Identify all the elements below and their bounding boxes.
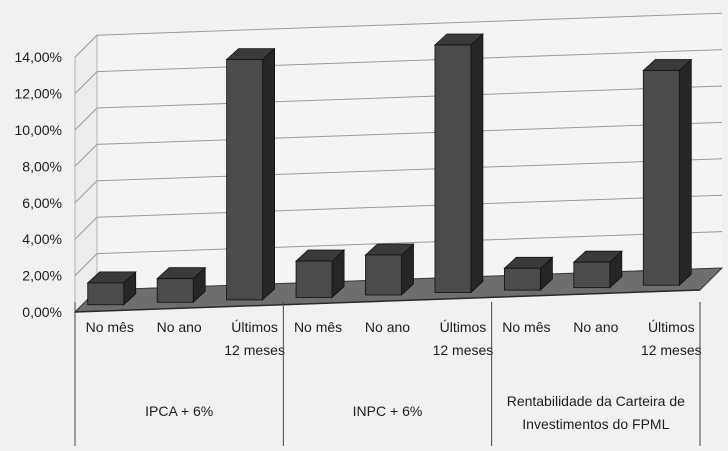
bar-front [365, 254, 402, 296]
bar-front [226, 59, 264, 301]
category-label: No ano [157, 319, 202, 335]
category-label: No ano [573, 319, 618, 335]
bar [156, 266, 207, 304]
bar [642, 58, 693, 287]
bar [225, 47, 276, 301]
category-label: No ano [365, 319, 410, 335]
category-label: Últimos [440, 319, 487, 335]
bar [295, 249, 346, 299]
bar [572, 250, 623, 289]
bar-front [503, 267, 541, 291]
y-tick-label: 12,00% [15, 86, 62, 102]
bar [503, 256, 554, 292]
bar-side [678, 58, 692, 287]
bar-front [156, 278, 194, 303]
group-label: IPCA + 6% [145, 403, 213, 419]
y-tick-label: 0,00% [22, 304, 62, 320]
category-label: Últimos [231, 319, 278, 335]
bar-front [434, 44, 472, 293]
gridline [74, 158, 723, 204]
bar-front [87, 282, 125, 306]
group-label: INPC + 6% [353, 403, 423, 419]
bar [364, 243, 415, 296]
gridline [74, 49, 723, 94]
bar-side [470, 33, 484, 294]
y-tick-label: 14,00% [15, 49, 62, 65]
bar [86, 270, 137, 306]
category-label: 12 meses [641, 342, 702, 358]
y-axis-ticks: 0,00% 2,00% 4,00% 6,00% 8,00% 10,00% 12,00% 14,… [15, 49, 62, 320]
y-tick-label: 2,00% [22, 268, 62, 284]
y-tick-label: 8,00% [22, 158, 62, 174]
category-label: Últimos [648, 319, 695, 335]
gridline [74, 121, 723, 167]
side-wall [74, 33, 98, 314]
y-tick-label: 6,00% [22, 195, 62, 211]
bars [86, 33, 693, 306]
bar-front [642, 70, 680, 286]
category-label: 12 meses [224, 342, 285, 358]
group-label: Rentabilidade da Carteira de [507, 393, 685, 409]
gridline [74, 231, 723, 276]
y-tick-label: 4,00% [22, 231, 62, 247]
bar-front [573, 261, 611, 289]
x-axis-line [74, 289, 701, 313]
category-label: No mês [502, 319, 550, 335]
category-label: No mês [86, 319, 134, 335]
bar-side [262, 47, 276, 301]
bar [433, 33, 484, 294]
group-label: Investimentos do FPML [522, 416, 669, 432]
gridline [74, 194, 723, 240]
category-label: No mês [294, 319, 342, 335]
category-axis-table: No mês No ano Últimos 12 meses IPCA + 6% No m… [74, 302, 702, 446]
category-label: 12 meses [433, 342, 494, 358]
gridline [74, 85, 723, 131]
y-tick-label: 10,00% [15, 122, 62, 138]
bar-front [295, 260, 333, 298]
gridline [74, 12, 723, 58]
